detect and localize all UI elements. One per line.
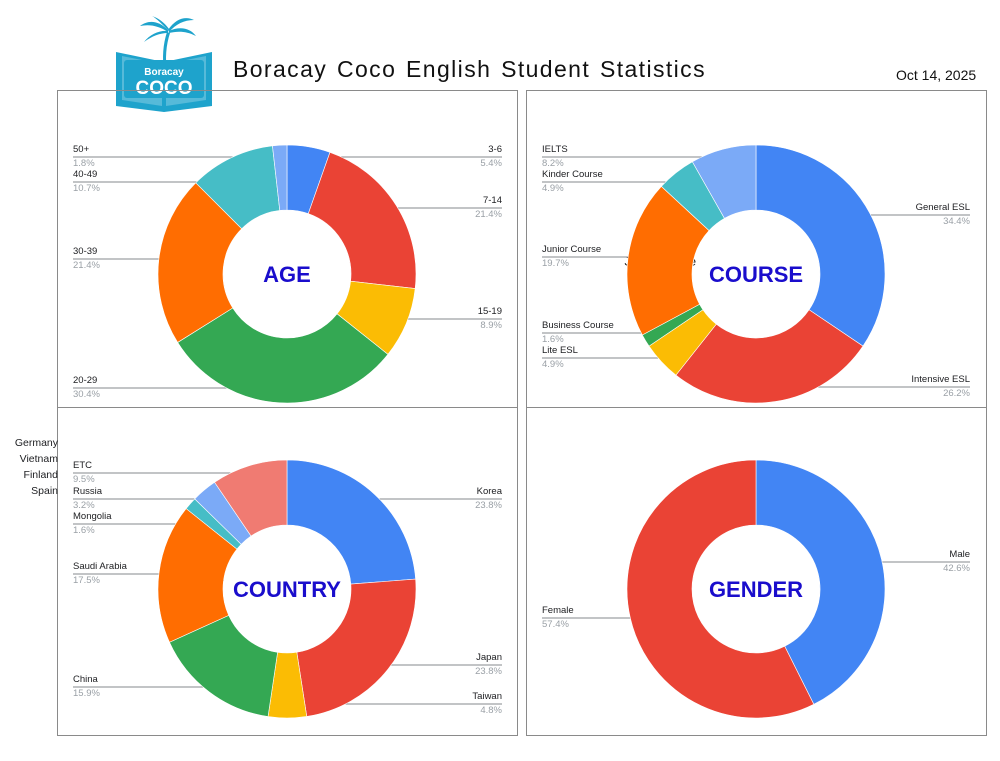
slice-percent-label: 4.9% bbox=[542, 359, 564, 370]
slice-name-label: Mongolia bbox=[73, 511, 112, 522]
slice-percent-label: 4.8% bbox=[480, 705, 502, 716]
slice-percent-label: 1.6% bbox=[73, 525, 95, 536]
school-logo: Boracay COCO bbox=[116, 16, 212, 112]
slice-name-label: Male bbox=[949, 549, 970, 560]
slice-percent-label: 1.8% bbox=[73, 158, 95, 169]
slice-name-label: 15-19 bbox=[478, 306, 502, 317]
donut-center-label: COURSE bbox=[709, 262, 803, 287]
slice-percent-label: 8.9% bbox=[480, 320, 502, 331]
slice-japan bbox=[296, 578, 417, 717]
slice-percent-label: 19.7% bbox=[542, 258, 569, 269]
slice-percent-label: 8.2% bbox=[542, 158, 564, 169]
slice-percent-label: 42.6% bbox=[943, 563, 970, 574]
slice-name-label: Saudi Arabia bbox=[73, 561, 128, 572]
slice-50 bbox=[272, 144, 288, 211]
slice-intensive-esl bbox=[675, 309, 864, 404]
slice-percent-label: 21.4% bbox=[475, 209, 502, 220]
slice-name-label: Russia bbox=[73, 486, 103, 497]
slice-percent-label: 57.4% bbox=[542, 619, 569, 630]
slice-general-esl bbox=[755, 144, 886, 347]
side-note-item: Finland bbox=[23, 469, 58, 481]
slice-percent-label: 23.8% bbox=[475, 666, 502, 677]
age-donut-chart: 3-63-65.4%7-147-1421.4%15-1915-198.9%20-… bbox=[73, 144, 503, 404]
slice-name-label: 50+ bbox=[73, 144, 90, 155]
slice-percent-label: 1.6% bbox=[542, 334, 564, 345]
slice-name-label: 20-29 bbox=[73, 375, 97, 386]
slice-percent-label: 9.5% bbox=[73, 474, 95, 485]
slice-name-label: Taiwan bbox=[472, 691, 502, 702]
donut-center-label: GENDER bbox=[709, 577, 803, 602]
side-note-item: Germany bbox=[14, 437, 58, 449]
slice-name-label: Female bbox=[542, 605, 574, 616]
slice-name-label: 3-6 bbox=[488, 144, 502, 155]
slice-female bbox=[626, 459, 815, 719]
slice-20-29 bbox=[177, 307, 389, 404]
slice-name-label: Intensive ESL bbox=[911, 374, 970, 385]
slice-percent-label: 10.7% bbox=[73, 183, 100, 194]
logo-text-main: COCO bbox=[136, 78, 193, 99]
slice-name-label: 30-39 bbox=[73, 246, 97, 257]
slice-percent-label: 34.4% bbox=[943, 216, 970, 227]
slice-name-label: Junior Course bbox=[542, 244, 601, 255]
slice-name-label: Kinder Course bbox=[542, 169, 603, 180]
slice-name-label: General ESL bbox=[916, 202, 970, 213]
slice-7-14 bbox=[307, 151, 417, 289]
slice-name-label: ETC bbox=[73, 460, 92, 471]
gender-chart-panel bbox=[526, 407, 987, 736]
slice-percent-label: 4.9% bbox=[542, 183, 564, 194]
slice-percent-label: 23.8% bbox=[475, 500, 502, 511]
slice-name-label: IELTS bbox=[542, 144, 568, 155]
slice-name-label: China bbox=[73, 674, 99, 685]
report-date: Oct 14, 2025 bbox=[896, 67, 977, 83]
slice-percent-label: 17.5% bbox=[73, 575, 100, 586]
logo-text-top: Boracay bbox=[144, 67, 184, 78]
gender-donut-chart: MaleMale42.6%FemaleFemale57.4%GENDER bbox=[542, 459, 971, 719]
country-donut-chart: KoreaKorea23.8%JapanJapan23.8%TaiwanTaiw… bbox=[73, 459, 503, 719]
book-icon bbox=[116, 52, 212, 112]
slice-ielts bbox=[691, 144, 757, 219]
slice-percent-label: 5.4% bbox=[480, 158, 502, 169]
donut-center-label: AGE bbox=[263, 262, 311, 287]
page-title: Boracay Coco English Student Statistics bbox=[233, 56, 706, 82]
slice-percent-label: 15.9% bbox=[73, 688, 100, 699]
slice-name-label: Korea bbox=[477, 486, 503, 497]
donut-center-label: COUNTRY bbox=[233, 577, 341, 602]
slice-name-label: Business Course bbox=[542, 320, 614, 331]
country-chart-panel bbox=[57, 407, 518, 736]
side-note-item: Vietnam bbox=[19, 453, 58, 465]
slice-name-label: 40-49 bbox=[73, 169, 97, 180]
slice-percent-label: 21.4% bbox=[73, 260, 100, 271]
slice-male bbox=[755, 459, 886, 705]
slice-name-label: Lite ESL bbox=[542, 345, 578, 356]
slice-name-label: Japan bbox=[476, 652, 502, 663]
slice-percent-label: 3.2% bbox=[73, 500, 95, 511]
slice-name-label: 7-14 bbox=[483, 195, 502, 206]
slice-junior-course bbox=[626, 185, 710, 336]
slice-etc bbox=[214, 459, 288, 537]
slice-percent-label: 26.2% bbox=[943, 388, 970, 399]
side-note-item: Spain bbox=[31, 485, 58, 497]
slice-korea bbox=[286, 459, 416, 585]
slice-30-39 bbox=[157, 182, 243, 343]
slice-percent-label: 30.4% bbox=[73, 389, 100, 400]
country-side-note: Germany Vietnam Finland Spain bbox=[6, 435, 58, 499]
